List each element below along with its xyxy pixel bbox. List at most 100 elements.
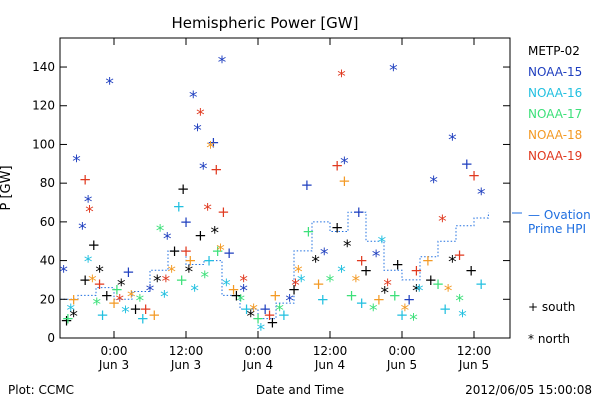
point-noaa-16-13: *	[297, 272, 306, 292]
point-noaa-18-13: +	[312, 275, 325, 293]
point-noaa-19-13: *	[291, 276, 300, 296]
point-noaa-16-8: +	[203, 252, 216, 270]
timestamp: 2012/06/05 15:00:08	[465, 383, 592, 397]
point-noaa-16-18: +	[396, 306, 409, 324]
y-tick-label-5: 100	[32, 137, 55, 151]
point-noaa-15-27: +	[461, 155, 474, 173]
point-noaa-19-8: *	[203, 200, 212, 220]
point-metp-02-16: +	[266, 314, 279, 332]
point-metp-02-22: *	[380, 284, 389, 304]
point-noaa-15-3: *	[84, 193, 93, 213]
point-noaa-19-11: *	[239, 272, 248, 292]
point-metp-02-20: *	[343, 237, 352, 257]
point-noaa-17-2: +	[111, 281, 124, 299]
x-tick-date-5: Jun 5	[458, 358, 489, 372]
legend-item-noaa-15: NOAA-15	[528, 65, 582, 79]
y-axis: 0 20 40 60 80 100 120 140	[32, 60, 510, 345]
y-tick-label-4: 80	[40, 176, 55, 190]
point-noaa-15-1: *	[72, 152, 81, 172]
point-noaa-16-22: +	[475, 275, 488, 293]
point-noaa-17-10: *	[275, 301, 284, 321]
point-noaa-15-22: *	[372, 247, 381, 267]
point-noaa-16-9: *	[222, 276, 231, 296]
point-noaa-19-0: +	[79, 170, 92, 188]
point-noaa-19-5: *	[162, 272, 171, 292]
point-noaa-19-20: +	[453, 246, 466, 264]
x-tick-date-1: Jun 3	[170, 358, 201, 372]
point-noaa-16-16: +	[355, 294, 368, 312]
point-metp-02-8: *	[153, 272, 162, 292]
x-tick-label-1: 12:00	[169, 344, 204, 358]
point-noaa-18-15: *	[352, 272, 361, 292]
point-noaa-15-8: +	[180, 213, 193, 231]
point-noaa-15-5: +	[122, 263, 135, 281]
point-noaa-19-2: +	[93, 275, 106, 293]
point-metp-02-24: *	[412, 282, 421, 302]
point-metp-02-5: +	[101, 286, 114, 304]
point-noaa-15-19: *	[320, 245, 329, 265]
point-metp-02-2: +	[79, 271, 92, 289]
point-noaa-17-15: +	[389, 286, 402, 304]
point-noaa-15-11: *	[199, 160, 208, 180]
point-noaa-16-2: +	[96, 306, 109, 324]
point-noaa-17-9: +	[252, 310, 265, 328]
point-noaa-16-14: +	[317, 290, 330, 308]
y-tick-label-6: 120	[32, 99, 55, 113]
point-noaa-19-6: +	[180, 242, 193, 260]
point-noaa-17-8: *	[236, 291, 245, 311]
point-noaa-18-14: +	[338, 172, 351, 190]
ovation-hpi-layer	[60, 211, 489, 320]
point-noaa-18-16: +	[373, 290, 386, 308]
point-noaa-18-8: *	[216, 241, 225, 261]
point-metp-02-6: *	[117, 276, 126, 296]
point-noaa-17-5: +	[175, 271, 188, 289]
point-noaa-16-21: *	[458, 307, 467, 327]
legend-item-metp-02: METP-02	[528, 44, 580, 58]
point-noaa-16-7: *	[190, 282, 199, 302]
x-tick-date-3: Jun 4	[314, 358, 345, 372]
point-metp-02-23: +	[391, 255, 404, 273]
point-noaa-18-7: *	[206, 138, 215, 158]
point-noaa-19-10: +	[217, 203, 230, 221]
point-noaa-15-2: *	[78, 220, 87, 240]
point-noaa-18-12: *	[294, 262, 303, 282]
y-tick-label-7: 140	[32, 60, 55, 74]
point-noaa-18-4: +	[148, 306, 161, 324]
point-noaa-17-12: *	[326, 272, 335, 292]
point-metp-02-11: *	[185, 262, 194, 282]
ovation-hpi-line	[60, 211, 489, 320]
point-noaa-19-4: +	[139, 300, 152, 318]
y-tick-label-1: 20	[40, 292, 55, 306]
point-noaa-17-3: *	[136, 291, 145, 311]
point-noaa-15-18: +	[301, 176, 314, 194]
point-metp-02-7: +	[129, 300, 142, 318]
point-noaa-16-19: *	[415, 282, 424, 302]
point-noaa-18-11: +	[269, 286, 282, 304]
point-noaa-15-7: *	[163, 229, 172, 249]
point-metp-02-21: +	[360, 261, 373, 279]
point-noaa-17-14: *	[369, 301, 378, 321]
legend: METP-02 NOAA-15 NOAA-16 NOAA-17 NOAA-18 NOAA-…	[528, 44, 582, 163]
ovation-legend-line-1: — Ovation	[528, 208, 591, 222]
point-noaa-16-12: +	[278, 306, 291, 324]
point-noaa-15-6: *	[146, 282, 155, 302]
point-metp-02-17: +	[288, 281, 301, 299]
point-metp-02-25: +	[425, 271, 438, 289]
chart-title: Hemispheric Power [GW]	[172, 14, 359, 32]
point-noaa-15-26: *	[448, 131, 457, 151]
point-noaa-15-13: *	[218, 53, 227, 73]
x-tick-date-2: Jun 4	[242, 358, 273, 372]
point-noaa-17-4: *	[156, 222, 165, 242]
x-tick-label-2: 0:00	[245, 344, 272, 358]
x-tick-date-0: Jun 3	[98, 358, 129, 372]
y-tick-label-2: 40	[40, 254, 55, 268]
point-noaa-17-6: *	[200, 268, 209, 288]
point-noaa-15-28: *	[477, 185, 486, 205]
point-noaa-18-10: *	[249, 301, 258, 321]
point-noaa-17-18: *	[455, 291, 464, 311]
point-noaa-18-9: +	[227, 281, 240, 299]
point-metp-02-19: +	[331, 219, 344, 237]
point-metp-02-9: +	[168, 242, 181, 260]
